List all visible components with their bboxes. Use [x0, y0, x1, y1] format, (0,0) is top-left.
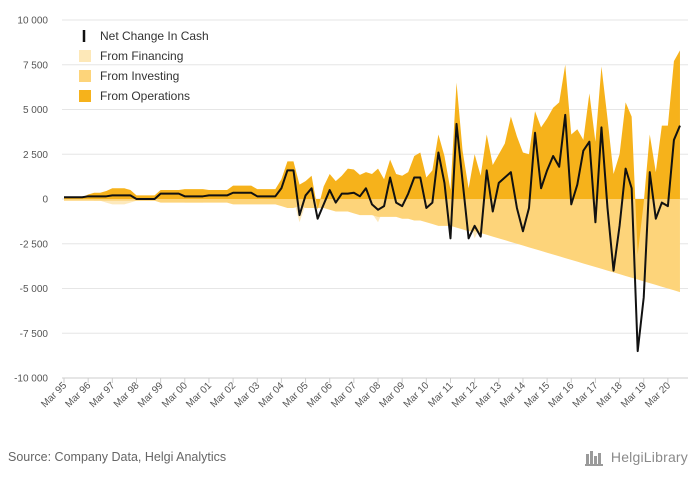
legend-label: Net Change In Cash — [100, 29, 209, 43]
y-tick-label: -10 000 — [14, 374, 48, 385]
area-series — [64, 50, 680, 293]
investing-area — [64, 199, 680, 293]
y-axis: 10 000 7 500 5 000 2 500 0 -2 500 -5 000 -7 500… — [14, 16, 48, 385]
x-tick-label: Mar 97 — [88, 380, 118, 410]
legend-swatch-financing — [79, 50, 91, 62]
x-tick-label: Mar 05 — [281, 380, 311, 410]
x-tick-label: Mar 02 — [208, 380, 238, 410]
x-tick-label: Mar 16 — [547, 380, 577, 410]
x-tick-label: Mar 10 — [402, 380, 432, 410]
legend-label: From Investing — [100, 69, 179, 83]
x-tick-label: Mar 95 — [39, 380, 69, 410]
source-note: Source: Company Data, Helgi Analytics — [8, 450, 227, 464]
x-tick-label: Mar 14 — [498, 380, 528, 410]
x-tick-label: Mar 01 — [184, 380, 214, 410]
library-icon — [584, 451, 603, 466]
x-tick-label: Mar 08 — [353, 380, 383, 410]
y-tick-label: 10 000 — [17, 16, 48, 27]
x-tick-label: Mar 20 — [643, 380, 673, 410]
x-tick-label: Mar 13 — [474, 380, 504, 410]
y-tick-label: 2 500 — [23, 150, 48, 161]
y-tick-label: 7 500 — [23, 60, 48, 71]
x-tick-label: Mar 98 — [112, 380, 142, 410]
x-tick-label: Mar 00 — [160, 380, 190, 410]
x-tick-label: Mar 99 — [136, 380, 166, 410]
x-tick-label: Mar 18 — [595, 380, 625, 410]
y-tick-label: 0 — [42, 195, 48, 206]
x-tick-label: Mar 19 — [619, 380, 649, 410]
cash-flow-chart: 10 000 7 500 5 000 2 500 0 -2 500 -5 000 -7 500… — [14, 16, 688, 410]
legend: Net Change In Cash From Financing From Inv… — [79, 29, 209, 103]
y-tick-label: -2 500 — [20, 239, 49, 250]
y-tick-label: -7 500 — [20, 329, 49, 340]
net-change-line-series — [64, 113, 681, 353]
legend-swatch-investing — [79, 70, 91, 82]
y-tick-label: -5 000 — [20, 284, 49, 295]
x-tick-label: Mar 06 — [305, 380, 335, 410]
net-change-line — [64, 113, 681, 353]
x-tick-label: Mar 15 — [522, 380, 552, 410]
legend-label: From Financing — [100, 49, 183, 63]
brand-logo: HelgiLibrary — [584, 448, 688, 466]
legend-swatch-operations — [79, 90, 91, 102]
brand-name: HelgiLibrary — [610, 449, 688, 465]
legend-label: From Operations — [100, 89, 190, 103]
operations-area — [64, 50, 680, 255]
x-tick-label: Mar 04 — [257, 380, 287, 410]
x-tick-label: Mar 96 — [63, 380, 93, 410]
x-tick-label: Mar 17 — [571, 380, 601, 410]
y-tick-label: 5 000 — [23, 105, 48, 116]
x-tick-label: Mar 09 — [378, 380, 408, 410]
x-tick-label: Mar 03 — [233, 380, 263, 410]
x-tick-label: Mar 07 — [329, 380, 359, 410]
x-tick-label: Mar 12 — [450, 380, 480, 410]
